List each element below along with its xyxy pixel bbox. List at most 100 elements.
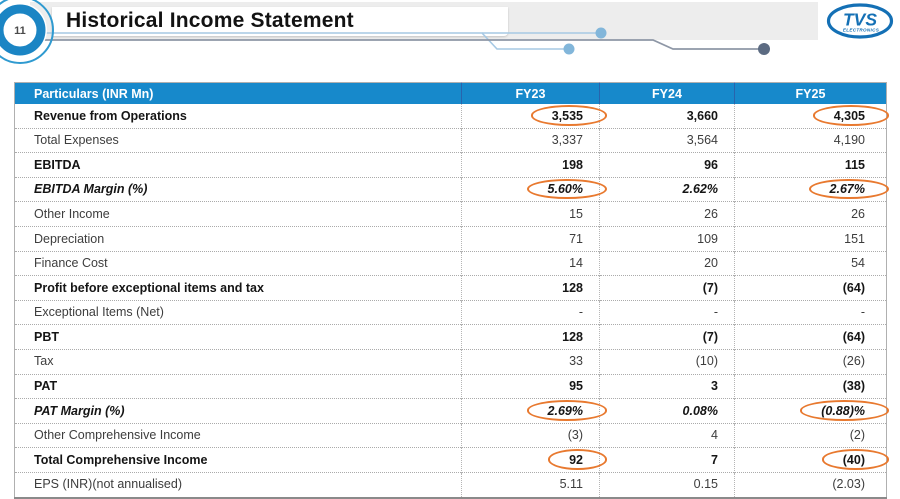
value-text: 5.11 bbox=[559, 477, 583, 492]
col-header-particulars: Particulars (INR Mn) bbox=[14, 82, 462, 104]
table-row: EBITDA 198 96 115 bbox=[14, 152, 887, 178]
page-number: 11 bbox=[14, 25, 26, 37]
value-text: - bbox=[713, 305, 718, 320]
col-header-fy24: FY24 bbox=[599, 82, 735, 104]
value-text: (38) bbox=[842, 379, 865, 394]
row-label: Total Comprehensive Income bbox=[14, 447, 462, 473]
cell-value: (26) bbox=[734, 348, 887, 375]
cell-value: 0.08% bbox=[599, 398, 735, 424]
circuit-flourish-decoration bbox=[30, 27, 770, 55]
cell-value: 3,337 bbox=[461, 127, 600, 153]
cell-value: 14 bbox=[461, 250, 600, 276]
value-text: 2.62% bbox=[682, 182, 718, 197]
cell-value: 115 bbox=[734, 152, 887, 178]
flourish-dot-gray bbox=[758, 43, 770, 55]
table-row: Finance Cost 14 20 54 bbox=[14, 250, 887, 276]
row-label: Revenue from Operations bbox=[34, 108, 187, 123]
table-row: Other Comprehensive Income (3) 4 (2) bbox=[14, 422, 887, 448]
cell-value: 5.11 bbox=[461, 471, 600, 498]
value-text: 4 bbox=[711, 428, 718, 443]
row-label: Depreciation bbox=[14, 225, 462, 252]
value-text: 71 bbox=[569, 231, 583, 246]
col-header-fy25: FY25 bbox=[734, 82, 887, 104]
value-text: 20 bbox=[704, 256, 718, 271]
cell-value: (0.88)% bbox=[734, 398, 889, 424]
value-text: (2.03) bbox=[832, 477, 865, 492]
cell-value: 3 bbox=[599, 373, 735, 399]
row-label: Other Comprehensive Income bbox=[14, 422, 462, 448]
cell-value: - bbox=[734, 299, 887, 325]
value-text: 151 bbox=[844, 231, 865, 246]
value-text: - bbox=[578, 305, 583, 320]
col-header-fy23: FY23 bbox=[461, 82, 600, 104]
cell-value: 0.15 bbox=[599, 471, 735, 498]
value-text: 115 bbox=[844, 157, 865, 172]
row-label: Other Income bbox=[14, 201, 462, 227]
row-label: Finance Cost bbox=[14, 250, 462, 276]
cell-value: 71 bbox=[461, 225, 600, 252]
highlighted-value-oval: 92 bbox=[548, 449, 607, 470]
value-text: 26 bbox=[704, 206, 718, 221]
row-label: Profit before exceptional items and tax bbox=[14, 275, 462, 301]
highlighted-value-oval: 2.67% bbox=[808, 179, 890, 199]
cell-value: (7) bbox=[599, 324, 735, 350]
cell-value: 33 bbox=[461, 348, 600, 375]
row-label: PBT bbox=[14, 324, 462, 350]
value-text: 7 bbox=[711, 452, 718, 467]
value-text: 109 bbox=[697, 231, 718, 246]
cell-value: 2.62% bbox=[599, 176, 735, 202]
table-row: Depreciation 71 109 151 bbox=[14, 225, 887, 252]
value-text: 33 bbox=[569, 354, 583, 369]
table-row: PAT Margin (%) 2.69% 0.08% (0.88)% bbox=[14, 398, 889, 424]
cell-value: - bbox=[461, 299, 600, 325]
value-text: 95 bbox=[569, 379, 583, 394]
value-text: (26) bbox=[842, 354, 865, 369]
flourish-dot-blue-1 bbox=[595, 27, 607, 39]
cell-value: (64) bbox=[734, 275, 887, 301]
highlighted-value-oval: (40) bbox=[821, 449, 890, 470]
value-text: (7) bbox=[702, 280, 718, 295]
cell-value: 3,564 bbox=[599, 127, 735, 153]
tvs-electronics-logo: TVS ELECTRONICS bbox=[826, 3, 894, 39]
table-row: Total Comprehensive Income 92 7 (40) bbox=[14, 447, 890, 473]
row-label: Tax bbox=[14, 348, 462, 375]
income-statement-table: Particulars (INR Mn) FY23 FY24 FY25 Revenu… bbox=[14, 82, 890, 499]
cell-value: (38) bbox=[734, 373, 887, 399]
value-text: 128 bbox=[562, 280, 583, 295]
cell-value: 4,305 bbox=[734, 104, 890, 129]
cell-value: (40) bbox=[734, 447, 890, 473]
highlighted-value-oval: 3,535 bbox=[530, 105, 608, 125]
value-text: 3,660 bbox=[686, 108, 718, 123]
cell-value: 5.60% bbox=[461, 176, 608, 202]
cell-value: 54 bbox=[734, 250, 887, 276]
highlighted-value-oval: (0.88)% bbox=[800, 400, 889, 421]
cell-value: 3,535 bbox=[461, 104, 608, 129]
table-row: EBITDA Margin (%) 5.60% 2.62% 2.67% bbox=[14, 176, 890, 202]
value-text: - bbox=[860, 305, 865, 320]
cell-value: 92 bbox=[461, 447, 607, 473]
cell-value: 2.67% bbox=[734, 176, 890, 202]
cell-value: 15 bbox=[461, 201, 600, 227]
cell-value: - bbox=[599, 299, 735, 325]
highlighted-value-oval: 5.60% bbox=[526, 179, 608, 199]
value-text: (64) bbox=[842, 329, 865, 344]
table-row: PBT 128 (7) (64) bbox=[14, 324, 887, 350]
row-label: EPS (INR)(not annualised) bbox=[14, 471, 462, 498]
value-text: (7) bbox=[702, 329, 718, 344]
value-text: (2) bbox=[849, 428, 865, 443]
logo-brand-text: TVS bbox=[843, 10, 877, 30]
table-row: Total Expenses 3,337 3,564 4,190 bbox=[14, 127, 887, 153]
cell-value: 151 bbox=[734, 225, 887, 252]
cell-value: 3,660 bbox=[599, 104, 735, 129]
value-text: 26 bbox=[851, 206, 865, 221]
row-label: Total Expenses bbox=[14, 127, 462, 153]
cell-value: 26 bbox=[734, 201, 887, 227]
value-text: 198 bbox=[562, 157, 583, 172]
table-row: Tax 33 (10) (26) bbox=[14, 348, 887, 375]
value-text: (64) bbox=[842, 280, 865, 295]
value-text: 0.15 bbox=[693, 477, 718, 492]
cell-value: 128 bbox=[461, 275, 600, 301]
cell-value: 128 bbox=[461, 324, 600, 350]
cell-value: (10) bbox=[599, 348, 735, 375]
cell-value: (64) bbox=[734, 324, 887, 350]
